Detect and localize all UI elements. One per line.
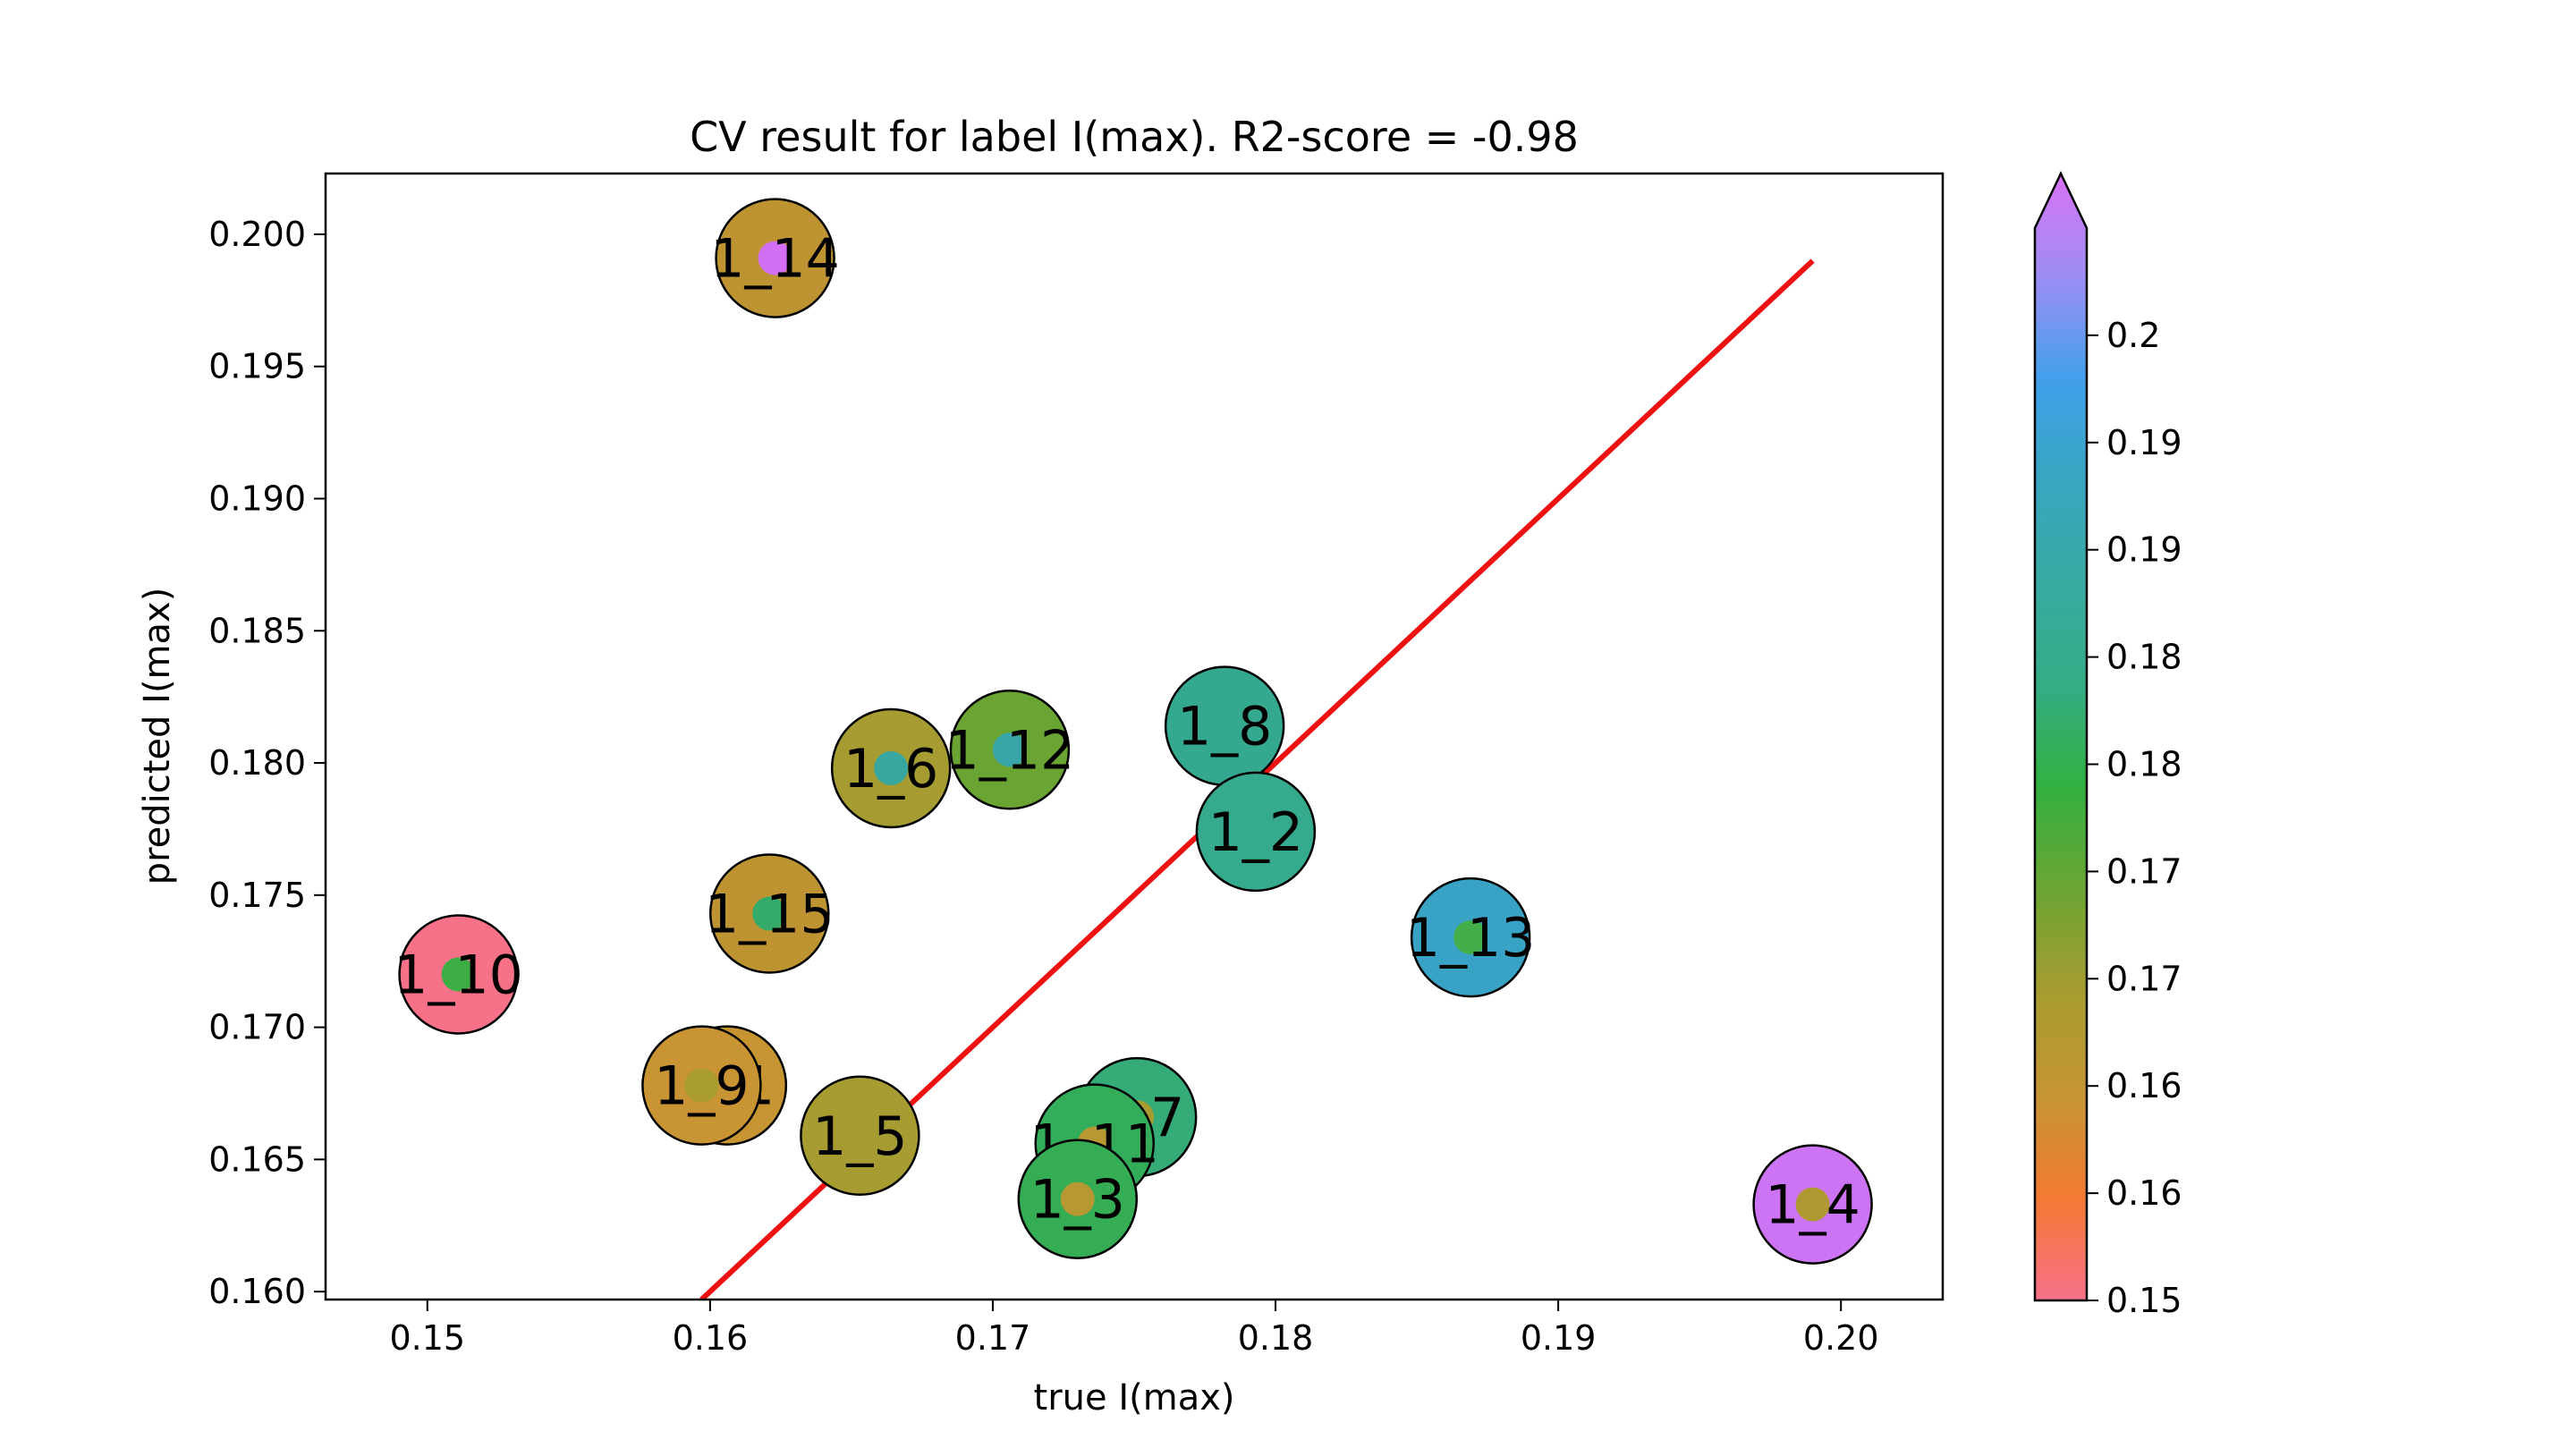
data-point: 1_12 [945, 690, 1075, 810]
predicted-value-marker [1238, 814, 1273, 849]
point-label: 1_8 [1177, 696, 1272, 758]
point-label: 1_15 [705, 884, 835, 946]
data-point: 1_3 [1017, 1139, 1139, 1259]
colorbar-tick-label: 0.18 [2106, 745, 2182, 784]
data-point: 1_6 [830, 707, 952, 829]
predicted-value-marker [441, 957, 476, 992]
point-label: 1_2 [1208, 801, 1303, 864]
colorbar-fill [2035, 174, 2087, 1300]
y-tick-label: 0.185 [208, 611, 306, 650]
chart-title: CV result for label I(max). R2-score = -… [690, 113, 1579, 161]
predicted-value-marker [874, 750, 909, 785]
y-tick-label: 0.170 [208, 1008, 306, 1047]
x-axis: 0.15 0.16 0.17 0.18 0.19 0.20 [389, 1300, 1879, 1358]
colorbar-tick-label: 0.18 [2106, 638, 2182, 677]
data-point: 1_15 [705, 853, 835, 974]
y-tick-label: 0.180 [208, 743, 306, 783]
x-tick-label: 0.19 [1521, 1318, 1597, 1358]
data-point: 1_13 [1406, 876, 1536, 998]
data-point: 1_2 [1195, 771, 1317, 893]
data-point: 1_9 [641, 1025, 762, 1146]
x-axis-label: true I(max) [1034, 1377, 1235, 1418]
x-tick-label: 0.16 [673, 1318, 749, 1358]
data-point: 1_14 [710, 198, 840, 318]
y-axis-label: predicted I(max) [137, 588, 178, 885]
point-label: 1_13 [1406, 907, 1536, 970]
colorbar-tick-label: 0.17 [2106, 851, 2182, 891]
colorbar-tick-label: 0.16 [2106, 1173, 2182, 1213]
predicted-value-marker [1453, 920, 1488, 955]
y-tick-label: 0.190 [208, 479, 306, 519]
colorbar-tick-label: 0.17 [2106, 959, 2182, 998]
data-point: 1_8 [1164, 665, 1285, 786]
point-label: 1_5 [812, 1105, 907, 1168]
y-axis: 0.160 0.165 0.170 0.175 0.180 0.185 0.190 0.195… [208, 215, 326, 1311]
point-label: 1_14 [710, 228, 840, 291]
plot-area: 1_141_121_81_61_21_151_131_101_11_91_71_… [394, 198, 1873, 1300]
point-label: 1_12 [945, 719, 1075, 782]
colorbar-tick-label: 0.19 [2106, 530, 2182, 570]
predicted-value-marker [1795, 1187, 1830, 1222]
y-tick-label: 0.165 [208, 1139, 306, 1179]
colorbar-tick-label: 0.15 [2106, 1281, 2182, 1320]
point-label: 1_4 [1765, 1174, 1860, 1237]
colorbar: 0.15 0.16 0.16 0.17 0.17 0.18 0.18 0.19 0.19 0.2 [2033, 171, 2182, 1320]
colorbar-tick-label: 0.19 [2106, 423, 2182, 462]
predicted-value-marker [758, 241, 792, 275]
y-tick-label: 0.175 [208, 876, 306, 915]
predicted-value-marker [1060, 1181, 1095, 1216]
point-label: 1_3 [1030, 1169, 1125, 1232]
y-tick-label: 0.160 [208, 1272, 306, 1311]
predicted-value-marker [752, 896, 787, 931]
data-point: 1_5 [800, 1075, 920, 1197]
data-point: 1_10 [394, 914, 523, 1035]
point-label: 1_6 [843, 738, 938, 800]
colorbar-frame [2033, 171, 2089, 1302]
point-label: 1_10 [394, 944, 523, 1006]
predicted-value-marker [1208, 708, 1242, 743]
point-label: 1_9 [654, 1055, 749, 1118]
predicted-value-marker [992, 732, 1027, 767]
x-tick-label: 0.17 [955, 1318, 1031, 1358]
predicted-value-marker [684, 1068, 719, 1103]
data-point: 1_4 [1752, 1144, 1873, 1265]
x-tick-label: 0.18 [1238, 1318, 1314, 1358]
plot-frame [324, 172, 1945, 1301]
colorbar-tick-label: 0.16 [2106, 1066, 2182, 1105]
x-tick-label: 0.15 [389, 1318, 465, 1358]
x-tick-label: 0.20 [1803, 1318, 1879, 1358]
y-tick-label: 0.200 [208, 215, 306, 254]
predicted-value-marker [843, 1118, 877, 1153]
colorbar-tick-label: 0.2 [2106, 316, 2160, 355]
y-tick-label: 0.195 [208, 347, 306, 386]
